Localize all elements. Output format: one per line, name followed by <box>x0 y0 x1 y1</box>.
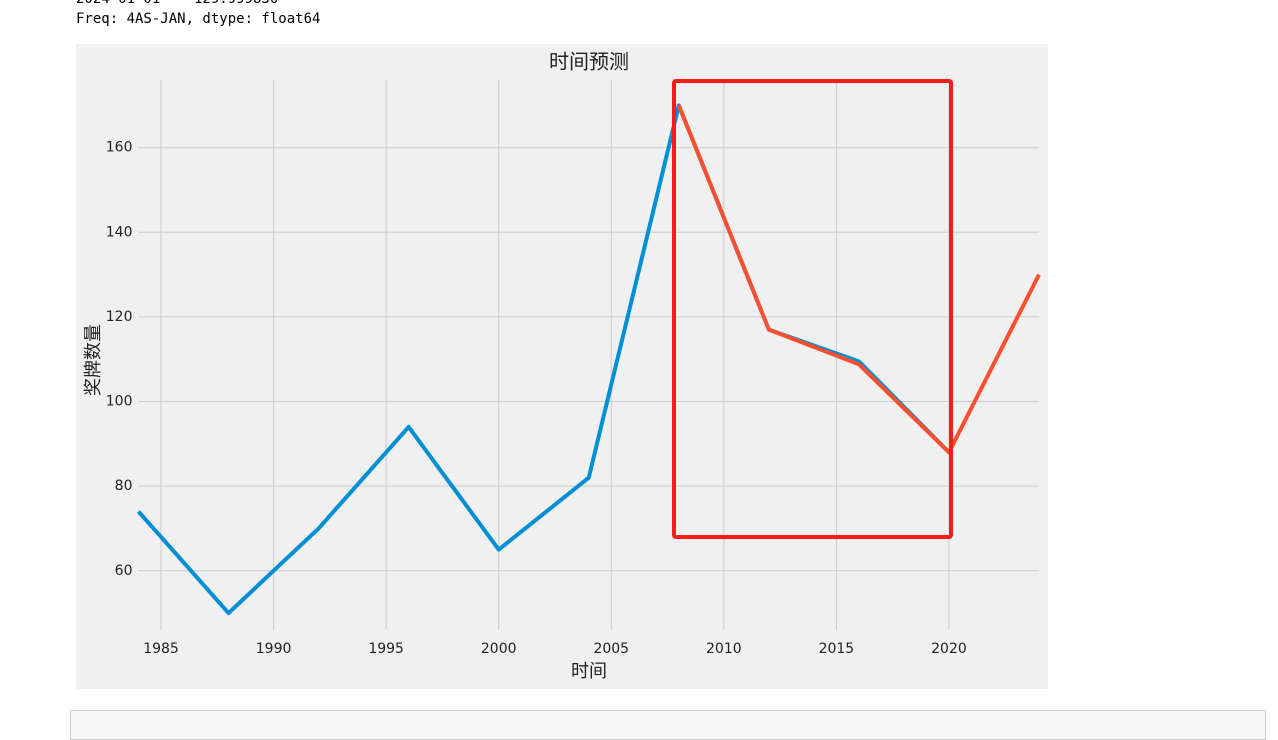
y-tick-label: 60 <box>115 563 133 579</box>
output-line: Freq: 4AS-JAN, dtype: float64 <box>76 11 321 27</box>
x-tick-label: 1990 <box>256 641 292 657</box>
x-tick-label: 2005 <box>593 641 629 657</box>
y-tick-label: 120 <box>106 309 133 325</box>
chart-title: 时间预测 <box>549 50 629 74</box>
chart: 时间预测 时间 奖牌数量 60 80 100 120 140 160 1985 1990 199… <box>76 44 1048 689</box>
series-line <box>676 104 1041 455</box>
x-tick-label: 2000 <box>481 641 517 657</box>
highlight-box <box>672 79 953 539</box>
x-tick-label: 2015 <box>819 641 855 657</box>
page: 2024-01-01 129.999830 Freq: 4AS-JAN, dty… <box>70 0 1266 740</box>
x-tick-label: 2020 <box>931 641 967 657</box>
y-tick-label: 100 <box>106 394 133 410</box>
y-tick-label: 160 <box>106 140 133 156</box>
y-axis-label: 奖牌数量 <box>83 324 104 396</box>
x-axis-label: 时间 <box>571 661 607 682</box>
x-tick-label: 1995 <box>368 641 404 657</box>
y-tick-label: 80 <box>115 478 133 494</box>
next-input-cell[interactable] <box>70 710 1266 740</box>
x-tick-label: 1985 <box>143 641 179 657</box>
x-tick-label: 2010 <box>706 641 742 657</box>
figure-background <box>76 44 1048 689</box>
y-tick-label: 140 <box>106 224 133 240</box>
output-line: 2024-01-01 129.999830 <box>76 0 278 7</box>
